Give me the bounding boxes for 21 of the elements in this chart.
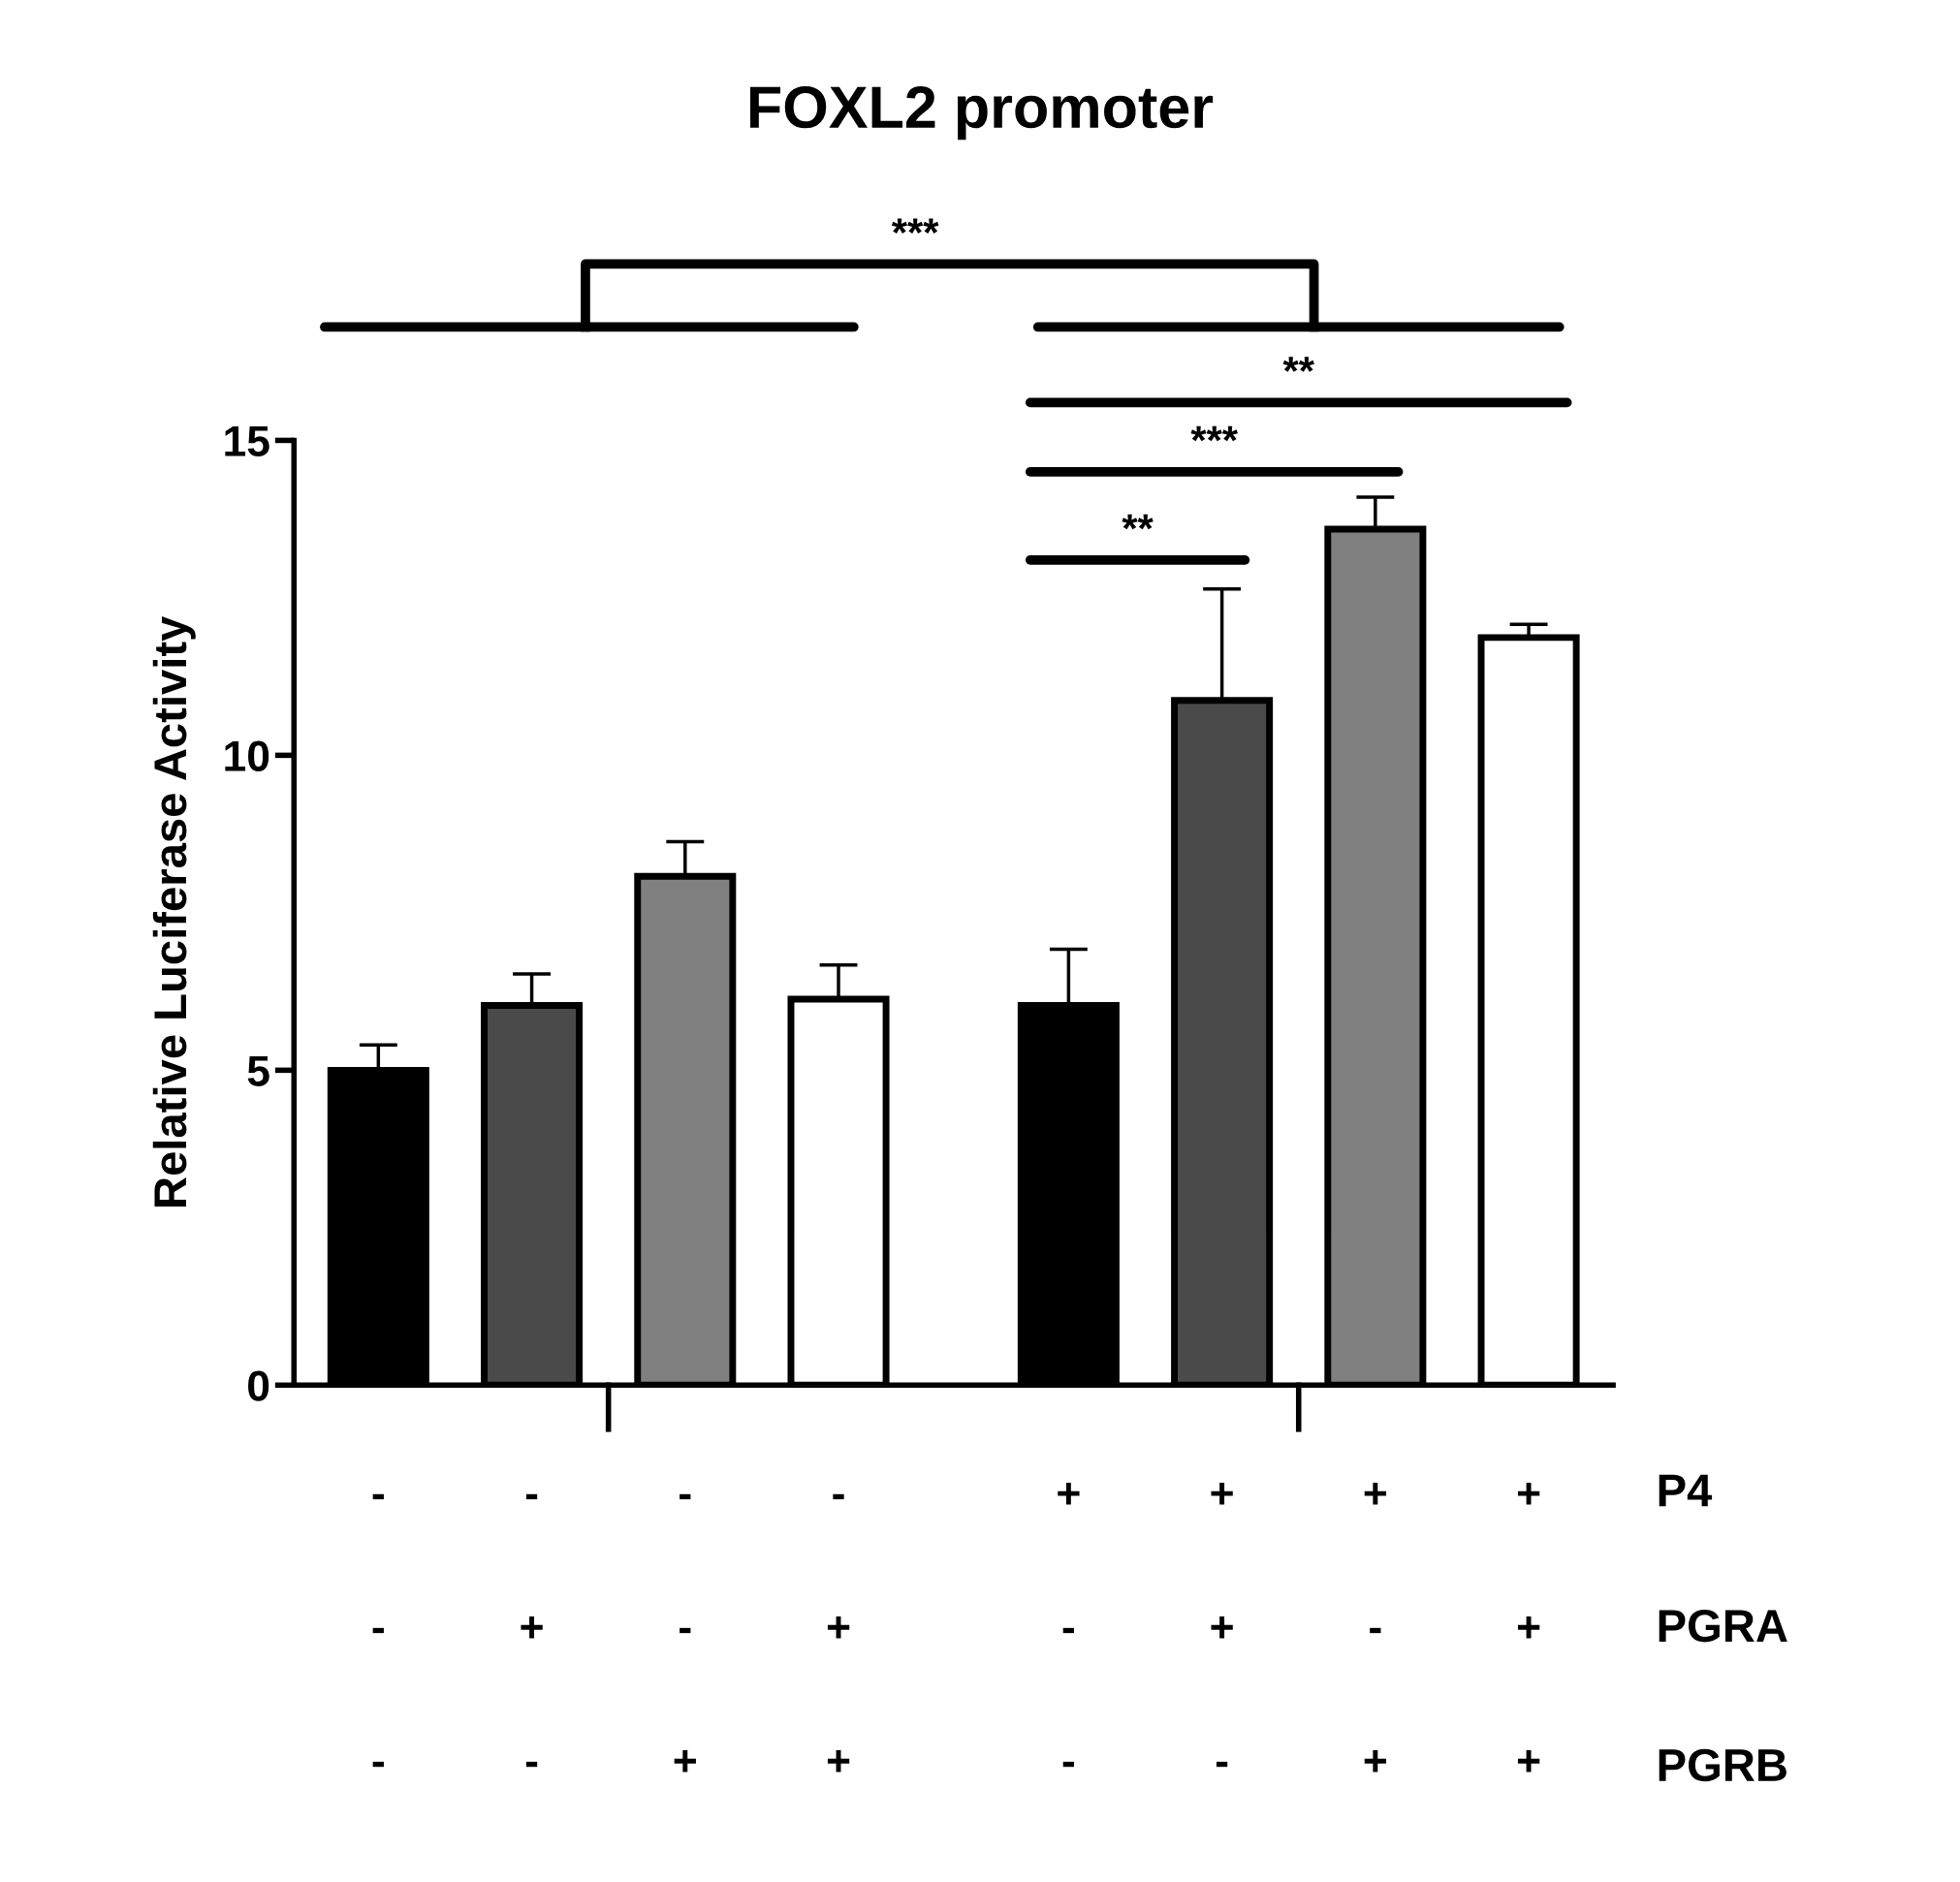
text: PGRB (1659, 1748, 1786, 1782)
chart-title: FOXL2 promoter (750, 86, 1214, 141)
text: *** (891, 218, 939, 234)
annotation: *** (1190, 425, 1238, 442)
y-tick-label: 0 (248, 1370, 269, 1401)
category-label: + + - (1211, 1482, 1233, 1768)
category-label: - - + (674, 1493, 696, 1772)
category-label: + - - (1058, 1482, 1080, 1768)
category-label: - + - (521, 1493, 543, 1768)
category-label: - - - (372, 1493, 384, 1768)
y-tick-label: 15 (225, 425, 269, 456)
text: ** (1282, 357, 1314, 372)
y-tick-label: 10 (225, 740, 269, 771)
category-label: + + + (1517, 1482, 1540, 1772)
category-label: + - + (1364, 1482, 1387, 1772)
category-label: - + + (827, 1493, 850, 1772)
text: P4 (1659, 1474, 1713, 1507)
y-axis-title: Relative Luciferase Activity (152, 615, 196, 1207)
y-tick-label: 5 (247, 1055, 269, 1086)
text: PGRA (1659, 1610, 1787, 1643)
annotation: ** (1122, 514, 1154, 530)
